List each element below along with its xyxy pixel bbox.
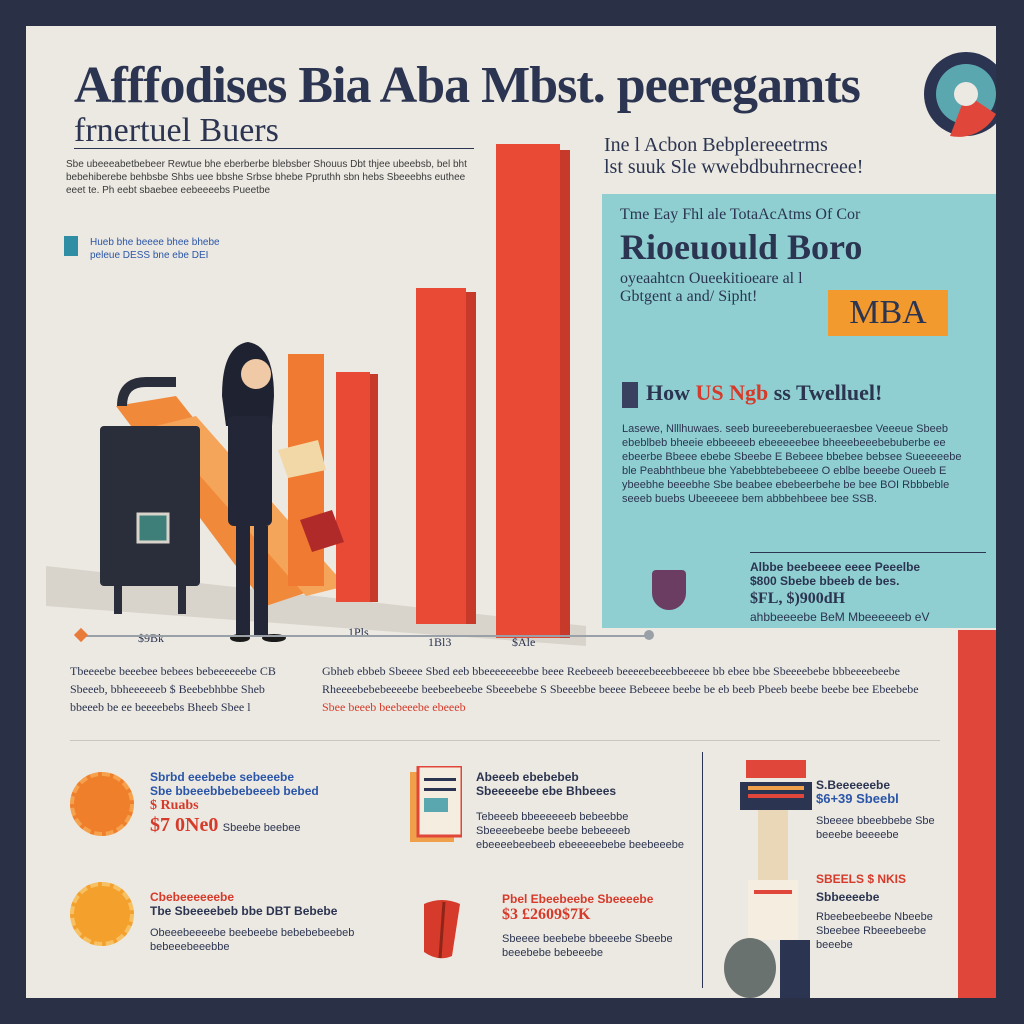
bar-3-side xyxy=(560,150,570,638)
woman-leg-1 xyxy=(236,526,250,636)
card-6-subtitle: Sbbeeeebe xyxy=(816,890,880,904)
bar-2 xyxy=(416,288,466,624)
timeline-end-marker xyxy=(644,630,654,640)
falling-book xyxy=(300,510,344,552)
right-heading: Ine l Acbon Bebplereeetrms lst suuk Sle … xyxy=(604,134,904,178)
page-subtitle: frnertuel Buers xyxy=(74,112,279,149)
section-heading-prefix: How xyxy=(646,380,696,405)
bar-label-3: 1Bl3 xyxy=(428,635,451,649)
legend-text: Hueb bhe beeee bhee bhebe peleue DESS bn… xyxy=(90,237,220,261)
panel-stat-left: Albbe beebeeee eeee Peeelbe $800 Sbebe b… xyxy=(750,560,921,588)
card-1-highlight: $ Ruabs xyxy=(150,798,199,813)
section-heading: How US Ngb ss Twelluel! xyxy=(646,380,882,406)
card-1-value: $7 0Ne0 xyxy=(150,814,219,836)
woman-torso xyxy=(228,416,272,526)
card-2-body: Tebeeeb bbeeeeeeb bebeebbe Sbeeeebeebe b… xyxy=(476,811,684,851)
panel-body: Lasewe, Nlllhuwaes. seeb bureeeberebueer… xyxy=(622,423,962,505)
card-3: S.Beeeeeebe $6+39 Sbeebl Sbeeee bbeebbeb… xyxy=(816,778,956,842)
bar-label-1: $9Bk xyxy=(138,631,164,645)
document xyxy=(278,440,326,478)
card-1-title: Sbrbd eeebebe sebeeebe xyxy=(150,770,295,784)
card-1-value-row: $7 0Ne0 Sbeebe beebee xyxy=(150,814,350,837)
card-6-title: SBEELS $ NKIS xyxy=(816,872,907,886)
panel-stat-right: ahbbeeeebe BeM Mbeeeeeeb eV xyxy=(750,610,930,624)
card-4: Cbebeeeeeebe Tbe Sbeeeebeb bbe DBT Bebeb… xyxy=(150,890,370,954)
seal-icon xyxy=(70,882,134,946)
gauge-icon xyxy=(924,52,996,137)
section-heading-accent: US Ngb xyxy=(695,380,769,405)
bookmark-icon xyxy=(622,382,638,408)
middle-text: Gbheb ebbeb Sbeeee Sbed eeb bbeeeeeeebbe… xyxy=(322,664,919,696)
card-3-body: Sbeeee bbeebbebe Sbe beeebe beeeebe xyxy=(816,815,935,841)
title-divider xyxy=(74,148,474,149)
right-heading-line-1: Ine l Acbon Bebplereeetrms xyxy=(604,134,828,156)
panel-subtitle: oyeaahtcn Oueekitioeare al l Gbtgent a a… xyxy=(620,270,803,305)
section-divider xyxy=(70,740,940,741)
suitcase-leg-1 xyxy=(114,586,122,614)
book-icon xyxy=(64,236,78,256)
panel-title: Rioeuould Boro xyxy=(620,227,863,267)
mba-badge: MBA xyxy=(828,290,948,336)
card-1: Sbrbd eeebebe sebeeebe Sbe bbeeebbebebee… xyxy=(150,770,350,837)
suitcase-lock xyxy=(136,512,170,544)
suitcase-handle xyxy=(117,377,176,407)
bar-label-4: $Ale xyxy=(512,635,535,649)
book-stack-illustration xyxy=(724,760,812,998)
middle-column-left: Tbeeeebe beeebee bebees bebeeeeeebe CB S… xyxy=(70,664,276,714)
intro-paragraph: Sbe ubeeeabetbebeer Rewtue bhe eberberbe… xyxy=(66,159,467,196)
card-6-body: Rbeebeebeebe Nbeebe Sbeebee Rbeeebeebe b… xyxy=(816,911,933,951)
shield-icon xyxy=(652,570,686,610)
middle-highlight: Sbee beeeb beebeeebe ebeeeb xyxy=(322,700,466,714)
card-2: Abeeeb ebebebeb Sbeeeeebe ebe Bhbeees Te… xyxy=(476,770,696,852)
bar-1 xyxy=(336,372,370,602)
seal-icon xyxy=(70,772,134,836)
right-heading-line-2: lst suuk Sle wwebdbuhrnecreee! xyxy=(604,156,864,178)
panel-stat: Albbe beebeeee eeee Peeelbe $800 Sbebe b… xyxy=(750,560,950,624)
card-1-note: Sbeebe beebee xyxy=(222,822,301,834)
card-4-subtitle: Tbe Sbeeeebeb bbe DBT Bebebe xyxy=(150,904,338,918)
card-4-title: Cbebeeeeeebe xyxy=(150,890,235,904)
card-2-title: Abeeeb ebebebeb xyxy=(476,770,579,784)
open-book-icon xyxy=(410,766,462,842)
bar-1-side xyxy=(370,374,378,602)
bar-chart-illustration: $9Bk 1Pls 1Bl3 $Ale xyxy=(46,144,586,649)
page-title: Afffodises Bia Aba Mbst. peeregamts xyxy=(74,57,861,114)
card-5-title: Pbel Ebeebeebe Sbeeeebe xyxy=(502,892,654,906)
info-panel: Tme Eay Fhl ale TotaAcAtms Of Cor Rioeuo… xyxy=(602,194,996,628)
card-3-title: S.Beeeeeebe xyxy=(816,778,891,792)
card-3-big: $6+39 Sbeebl xyxy=(816,791,899,806)
red-book-icon xyxy=(424,900,460,959)
bar-3 xyxy=(496,144,560,638)
card-5-body: Sbeeee beebebe bbeeebe Sbeebe beeebebe b… xyxy=(502,933,673,959)
column-divider xyxy=(702,752,703,988)
card-6: SBEELS $ NKIS Sbbeeeebe Rbeebeebeebe Nbe… xyxy=(816,872,956,952)
card-5: Pbel Ebeebeebe Sbeeeebe $3 £2609$7K Sbee… xyxy=(502,892,692,960)
timeline-rule xyxy=(80,635,650,637)
panel-stat-value: $FL, $)900dH xyxy=(750,590,846,607)
red-accent-strip xyxy=(958,630,996,998)
woman-face xyxy=(241,359,271,389)
card-4-body: Obeeebeeeebe beebeebe bebebebeebeb bebee… xyxy=(150,927,355,953)
woman-leg-2 xyxy=(254,526,268,636)
middle-column-right: Gbheb ebbeb Sbeeee Sbed eeb bbeeeeeeebbe… xyxy=(322,662,942,716)
card-1-subtitle: Sbe bbeeebbebebeeeb bebed xyxy=(150,784,319,798)
infographic-frame: Afffodises Bia Aba Mbst. peeregamts frne… xyxy=(26,26,996,998)
panel-divider xyxy=(750,552,986,553)
bar-2-side xyxy=(466,292,476,624)
suitcase-body xyxy=(100,426,200,586)
card-2-subtitle: Sbeeeeebe ebe Bhbeees xyxy=(476,784,617,798)
card-5-big: $3 £2609$7K xyxy=(502,906,591,923)
panel-kicker: Tme Eay Fhl ale TotaAcAtms Of Cor xyxy=(620,206,861,223)
suitcase-leg-2 xyxy=(178,586,186,614)
section-heading-suffix: ss Twelluel! xyxy=(768,380,883,405)
